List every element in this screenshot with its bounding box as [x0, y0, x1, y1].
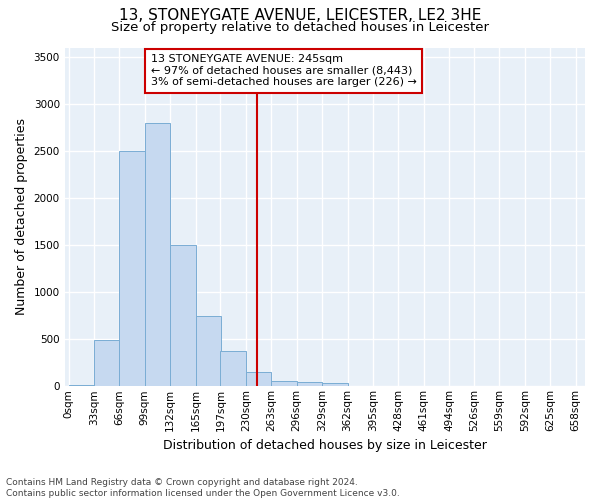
Bar [196, 316, 221, 386]
Text: 13 STONEYGATE AVENUE: 245sqm
← 97% of detached houses are smaller (8,443)
3% of : 13 STONEYGATE AVENUE: 245sqm ← 97% of de… [151, 54, 416, 88]
Bar [246, 372, 271, 386]
Text: Contains HM Land Registry data © Crown copyright and database right 2024.
Contai: Contains HM Land Registry data © Crown c… [6, 478, 400, 498]
Bar [322, 384, 347, 386]
Bar [94, 340, 119, 386]
Text: 13, STONEYGATE AVENUE, LEICESTER, LE2 3HE: 13, STONEYGATE AVENUE, LEICESTER, LE2 3H… [119, 8, 481, 22]
Bar [220, 350, 246, 386]
Bar [296, 382, 322, 386]
Bar [145, 123, 170, 386]
Text: Size of property relative to detached houses in Leicester: Size of property relative to detached ho… [111, 21, 489, 34]
Bar [119, 151, 145, 386]
Bar [271, 380, 296, 386]
Bar [170, 245, 196, 386]
X-axis label: Distribution of detached houses by size in Leicester: Distribution of detached houses by size … [163, 440, 487, 452]
Y-axis label: Number of detached properties: Number of detached properties [15, 118, 28, 316]
